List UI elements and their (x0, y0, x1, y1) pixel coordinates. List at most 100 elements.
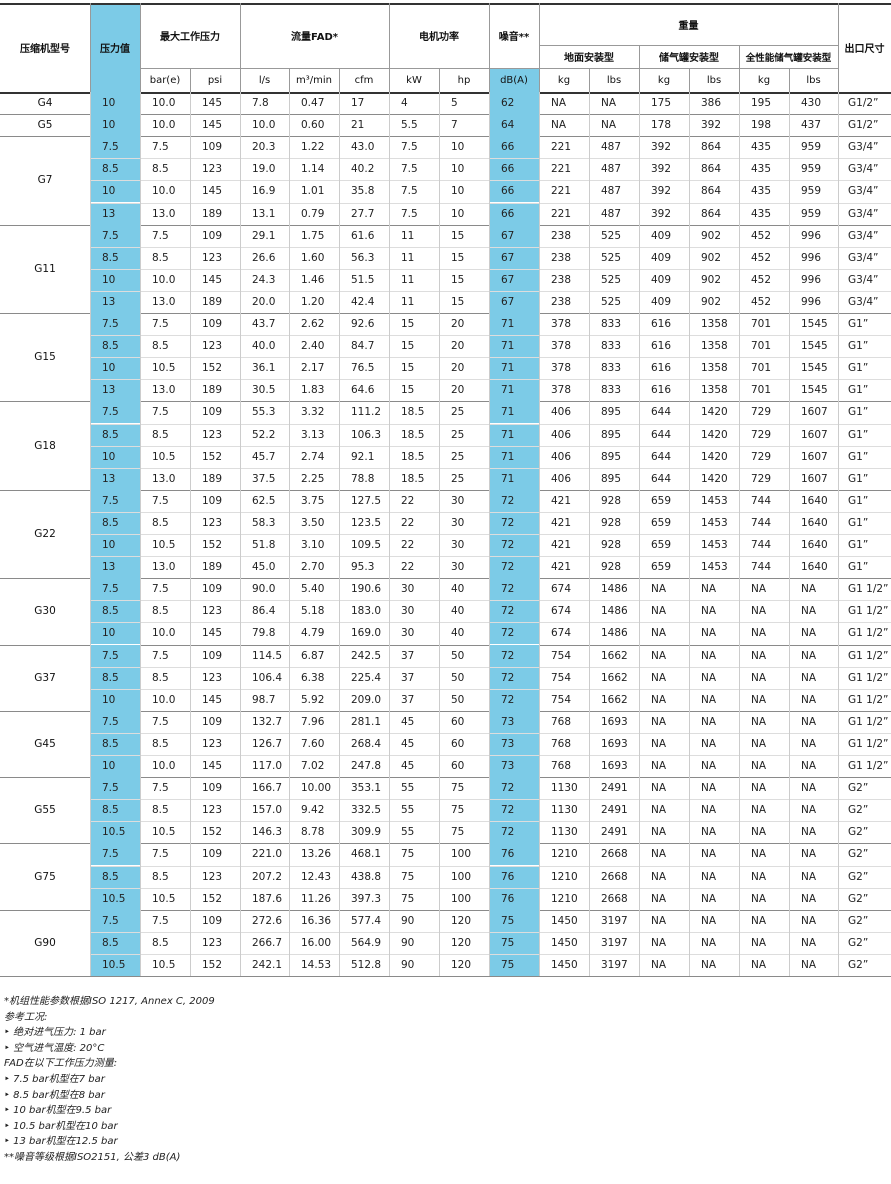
pressure-band (90, 180, 140, 203)
pressure-band (90, 622, 140, 645)
rule (339, 68, 340, 92)
table-cell: 729 (751, 428, 772, 441)
table-cell: 833 (601, 340, 622, 353)
table-cell: NA (751, 782, 767, 795)
rule (489, 3, 490, 92)
table-cell: 7.5 (102, 914, 119, 927)
table-cell: NA (801, 737, 817, 750)
table-cell: 8.5 (102, 671, 119, 684)
table-cell: 20 (451, 384, 465, 397)
rule (90, 799, 891, 801)
table-cell: 72 (501, 826, 515, 839)
table-cell: NA (651, 958, 667, 971)
table-cell: 40 (451, 605, 465, 618)
table-cell: 67 (501, 251, 515, 264)
rule (389, 3, 390, 92)
table-cell: G3/4” (848, 185, 879, 198)
table-cell: G1” (848, 384, 869, 397)
rule (90, 246, 891, 248)
table-cell: 8.5 (152, 428, 169, 441)
footnote-text: 空气进气温度: 20°C (13, 1042, 105, 1054)
table-cell: 62 (501, 97, 515, 110)
table-cell: 768 (551, 737, 572, 750)
table-cell: 4.79 (301, 627, 325, 640)
table-cell: 487 (601, 163, 622, 176)
pressure-band (90, 600, 140, 623)
table-cell: 145 (202, 627, 223, 640)
table-cell: 13.0 (152, 561, 176, 574)
noise-band (489, 644, 539, 667)
table-cell: 109 (202, 583, 223, 596)
table-cell: 66 (501, 141, 515, 154)
table-cell: 1607 (801, 406, 828, 419)
table-cell: NA (651, 649, 667, 662)
table-cell: 72 (501, 583, 515, 596)
table-cell: NA (801, 649, 817, 662)
table-cell: 117.0 (252, 760, 283, 773)
table-cell: 10 (102, 119, 116, 132)
rule (0, 224, 891, 226)
rule (90, 357, 891, 359)
table-cell: 10 (451, 141, 465, 154)
noise-band (489, 578, 539, 601)
table-cell: 3.75 (301, 494, 325, 507)
rule (90, 600, 891, 602)
table-cell: NA (701, 693, 717, 706)
table-cell: 1358 (701, 362, 728, 375)
footnote-text: 10.5 bar机型在10 bar (13, 1120, 118, 1132)
table-cell: 754 (551, 693, 572, 706)
table-cell: 1640 (801, 516, 828, 529)
noise-band (489, 136, 539, 159)
table-cell: 2.25 (301, 472, 325, 485)
table-cell: NA (751, 826, 767, 839)
table-cell: NA (701, 715, 717, 728)
table-cell: 190.6 (351, 583, 382, 596)
pressure-band (90, 92, 140, 115)
table-cell: 7.5 (102, 583, 119, 596)
table-cell: 864 (701, 207, 722, 220)
table-cell: 7.5 (102, 782, 119, 795)
model-cell: G37 (34, 671, 56, 684)
table-cell: 198 (751, 119, 772, 132)
table-cell: NA (801, 583, 817, 596)
table-cell: 238 (551, 229, 572, 242)
rule (539, 3, 540, 92)
pressure-band (90, 467, 140, 490)
table-cell: 25 (451, 472, 465, 485)
table-cell: 7.5 (102, 318, 119, 331)
rule (90, 732, 891, 734)
table-cell: 5.92 (301, 693, 325, 706)
table-cell: 209.0 (351, 693, 382, 706)
rule (789, 92, 790, 976)
header-cell: 储气罐安装型 (659, 53, 719, 64)
table-cell: 8.5 (152, 936, 169, 949)
rule (838, 92, 839, 976)
table-cell: NA (801, 870, 817, 883)
table-cell: 221 (551, 163, 572, 176)
table-cell: 8.5 (152, 251, 169, 264)
pressure-band (90, 114, 140, 137)
table-cell: NA (651, 715, 667, 728)
table-cell: 1.22 (301, 141, 325, 154)
table-cell: 435 (751, 207, 772, 220)
table-cell: 152 (202, 892, 223, 905)
table-cell: 71 (501, 318, 515, 331)
table-cell: 895 (601, 428, 622, 441)
pressure-band (90, 335, 140, 358)
table-cell: 7.5 (152, 141, 169, 154)
table-cell: 616 (651, 318, 672, 331)
table-cell: 8.5 (102, 516, 119, 529)
table-cell: G3/4” (848, 273, 879, 286)
table-cell: 701 (751, 318, 772, 331)
table-cell: 64 (501, 119, 515, 132)
table-cell: 3197 (601, 958, 628, 971)
unit-label: m³/min (296, 74, 332, 86)
table-cell: NA (701, 936, 717, 949)
table-cell: NA (601, 119, 617, 132)
noise-band (489, 202, 539, 225)
footnote: ‣ 10 bar机型在9.5 bar (4, 1105, 112, 1117)
table-cell: 0.60 (301, 119, 325, 132)
rule (539, 92, 540, 976)
pressure-band (90, 953, 140, 976)
table-cell: 1662 (601, 693, 628, 706)
